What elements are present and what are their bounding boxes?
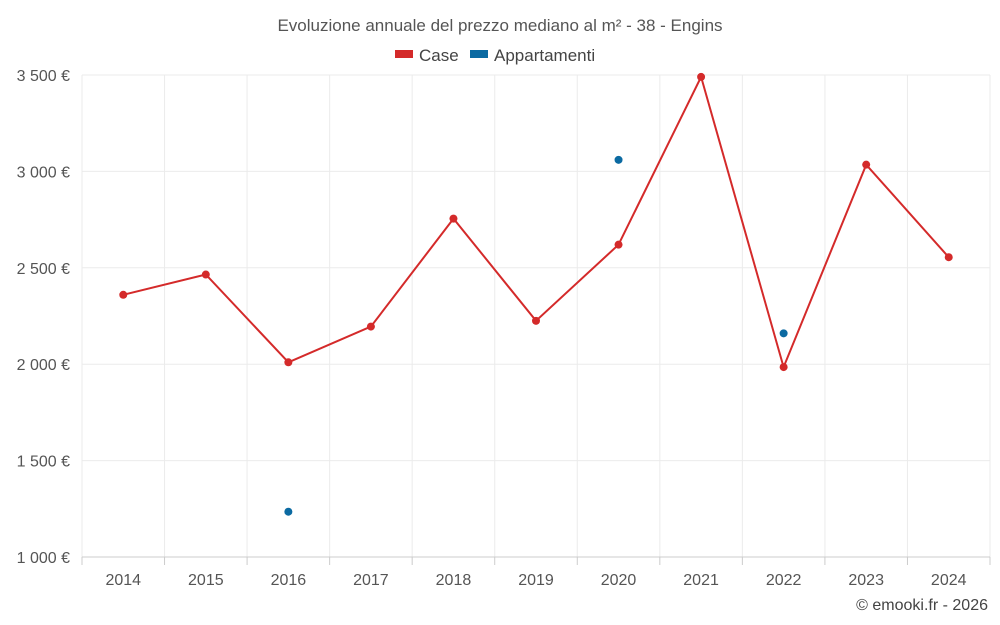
x-tick-label: 2020 [601, 572, 637, 589]
legend-label-appartamenti[interactable]: Appartamenti [494, 46, 595, 65]
credit-text: © emooki.fr - 2026 [856, 597, 988, 614]
data-point-case-2017[interactable] [366, 322, 375, 331]
legend-label-case[interactable]: Case [419, 46, 459, 65]
x-tick-label: 2022 [766, 572, 802, 589]
data-point-case-2014[interactable] [119, 290, 128, 299]
data-point-case-2020[interactable] [614, 240, 623, 249]
x-tick-label: 2018 [436, 572, 472, 589]
axes: 1 000 € 1 500 € 2 000 € 2 500 € 3 000 € 3 500… [17, 68, 991, 589]
x-tick-label: 2024 [931, 572, 967, 589]
data-point-appartamenti-2022[interactable] [779, 329, 788, 338]
y-tick-label: 3 500 € [17, 68, 70, 85]
data-point-case-2018[interactable] [449, 214, 458, 223]
data-point-appartamenti-2016[interactable] [284, 507, 293, 516]
grid [81, 74, 991, 557]
y-tick-label: 1 500 € [17, 454, 70, 471]
chart-title: Evoluzione annuale del prezzo mediano al… [277, 16, 722, 35]
x-tick-label: 2023 [848, 572, 884, 589]
x-tick-label: 2021 [683, 572, 719, 589]
series-layer [119, 72, 953, 516]
data-point-case-2016[interactable] [284, 358, 293, 367]
data-point-case-2022[interactable] [779, 363, 788, 372]
y-tick-label: 2 000 € [17, 357, 70, 374]
y-tick-label: 3 000 € [17, 164, 70, 181]
data-point-case-2015[interactable] [201, 270, 210, 279]
x-tick-label: 2014 [105, 572, 141, 589]
x-tick-label: 2017 [353, 572, 389, 589]
data-point-case-2021[interactable] [697, 72, 706, 81]
x-tick-label: 2015 [188, 572, 224, 589]
legend-swatch-appartamenti [470, 50, 488, 58]
x-tick-label: 2019 [518, 572, 554, 589]
legend-swatch-case [395, 50, 413, 58]
data-point-appartamenti-2020[interactable] [614, 155, 623, 164]
y-tick-label: 2 500 € [17, 261, 70, 278]
legend: Case Appartamenti [395, 46, 595, 65]
data-point-case-2023[interactable] [862, 160, 871, 169]
y-tick-label: 1 000 € [17, 550, 70, 567]
data-point-case-2019[interactable] [532, 316, 540, 325]
data-point-case-2024[interactable] [944, 253, 953, 262]
x-tick-label: 2016 [271, 572, 307, 589]
